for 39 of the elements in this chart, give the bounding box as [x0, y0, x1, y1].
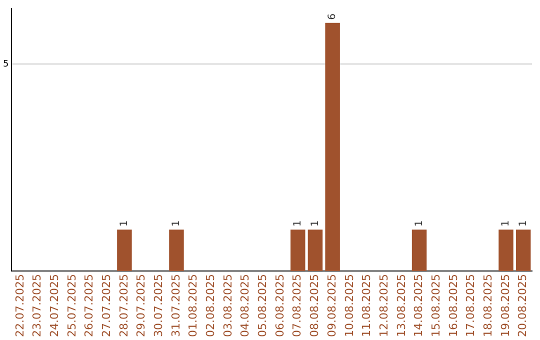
data-label: 1 — [518, 220, 529, 227]
x-tick-label: 28.07.2025 — [117, 274, 130, 338]
data-label: 1 — [414, 220, 425, 227]
x-tick-label: 11.08.2025 — [360, 274, 374, 338]
x-tick-label: 05.08.2025 — [256, 274, 270, 338]
x-tick-label: 29.07.2025 — [134, 274, 148, 338]
x-tick-label: 09.08.2025 — [325, 274, 338, 338]
x-tick-label: 14.08.2025 — [412, 274, 426, 338]
x-tick-label: 15.08.2025 — [429, 274, 442, 338]
x-tick-label: 02.08.2025 — [204, 274, 218, 338]
x-tick-label: 22.07.2025 — [13, 274, 26, 338]
x-tick-label: 03.08.2025 — [221, 274, 234, 338]
x-tick-label: 04.08.2025 — [238, 274, 252, 338]
data-label: 1 — [119, 220, 130, 227]
data-label: 6 — [327, 14, 338, 20]
x-tick-label: 12.08.2025 — [377, 274, 390, 338]
data-label: 1 — [500, 220, 512, 227]
x-tick-label: 08.08.2025 — [308, 274, 322, 338]
x-tick-label: 19.08.2025 — [498, 274, 512, 338]
data-label: 1 — [292, 220, 304, 227]
x-tick-label: 27.07.2025 — [100, 274, 113, 338]
x-tick-label: 01.08.2025 — [186, 274, 200, 338]
x-tick-label: 26.07.2025 — [82, 274, 96, 338]
x-tick-label: 13.08.2025 — [394, 274, 408, 338]
x-tick-label: 25.07.2025 — [65, 274, 78, 338]
data-label: 1 — [171, 220, 182, 227]
x-tick-label: 10.08.2025 — [342, 274, 356, 338]
x-tick-label: 18.08.2025 — [482, 274, 495, 338]
data-label: 1 — [310, 220, 321, 227]
x-tick-label: 30.07.2025 — [152, 274, 165, 338]
x-tick-label: 06.08.2025 — [273, 274, 286, 338]
y-tick-label: 5 — [2, 60, 9, 70]
x-tick-label: 07.08.2025 — [290, 274, 304, 338]
x-tick-label: 17.08.2025 — [464, 274, 478, 338]
x-tick-label: 20.08.2025 — [516, 274, 530, 338]
x-tick-label: 24.07.2025 — [48, 274, 61, 338]
x-tick-label: 16.08.2025 — [446, 274, 460, 338]
x-tick-label: 31.07.2025 — [169, 274, 182, 338]
x-tick-label: 23.07.2025 — [30, 274, 44, 338]
